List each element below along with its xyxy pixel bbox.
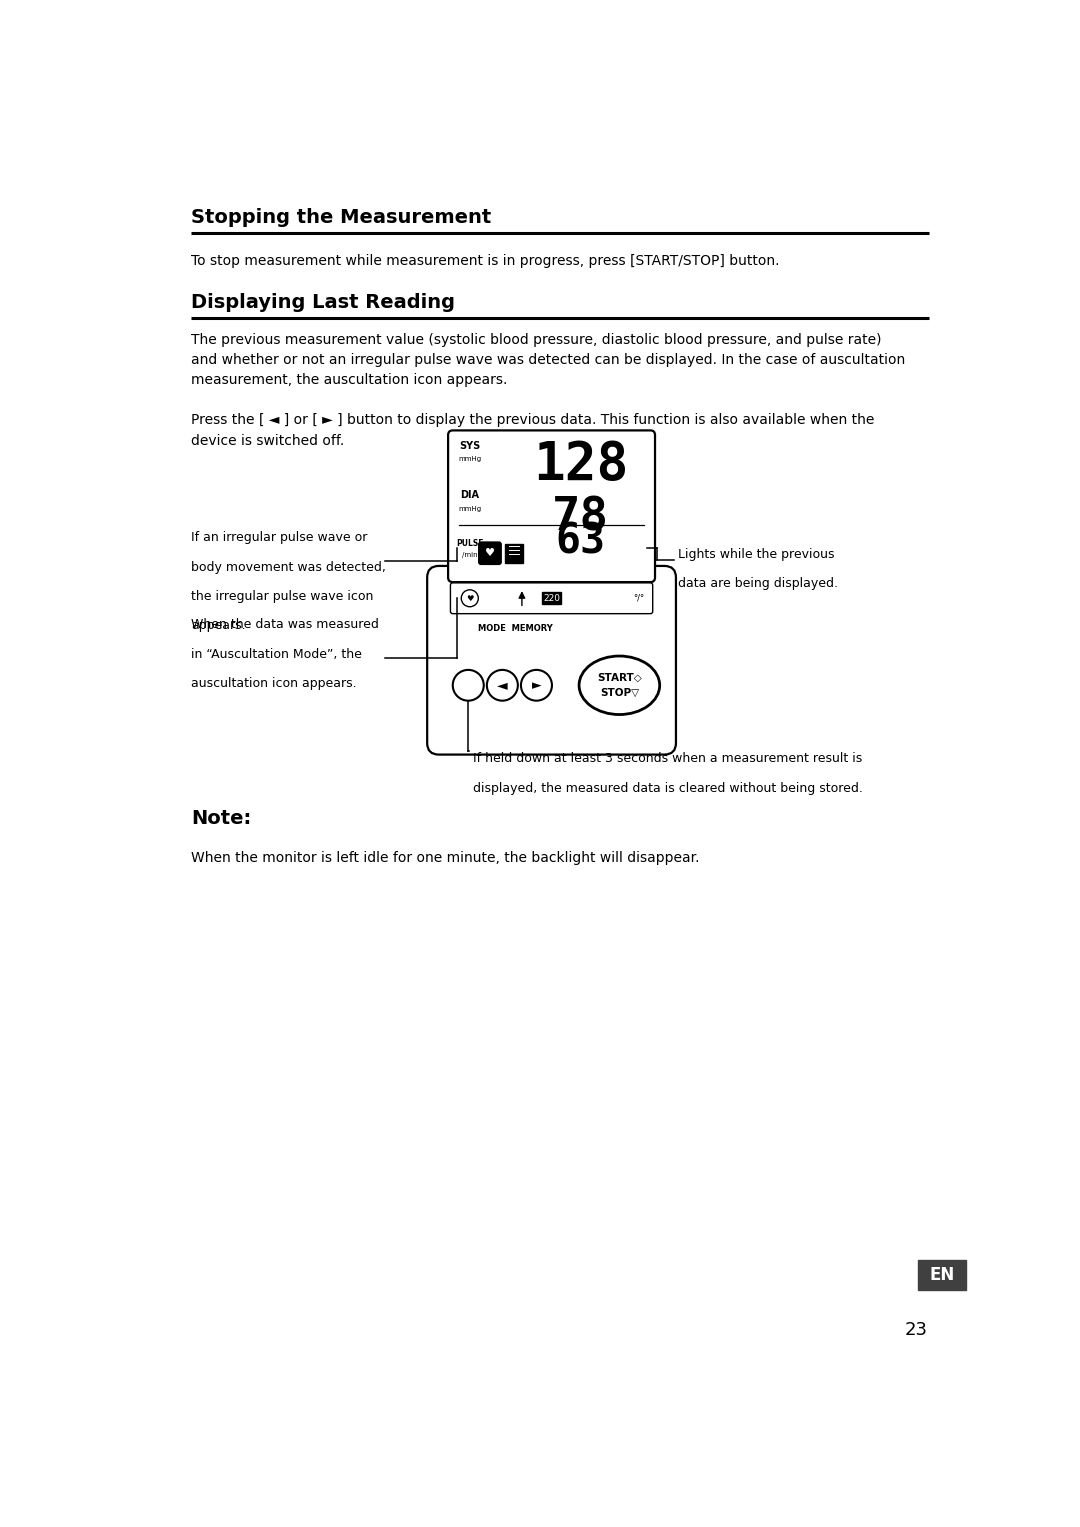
Text: ►: ► [531,680,541,692]
Text: Note:: Note: [191,809,251,828]
Text: DIA: DIA [460,490,480,501]
Text: Press the [ ◄ ] or [ ► ] button to display the previous data. This function is a: Press the [ ◄ ] or [ ► ] button to displ… [191,414,874,447]
Text: When the monitor is left idle for one minute, the backlight will disappear.: When the monitor is left idle for one mi… [191,851,700,864]
Text: ◄: ◄ [497,678,508,692]
Text: 63: 63 [555,521,606,562]
Text: SYS: SYS [459,441,481,450]
FancyBboxPatch shape [450,583,652,614]
Text: 23: 23 [905,1321,928,1339]
Circle shape [453,670,484,701]
Text: START◇: START◇ [597,672,642,683]
Text: ♥: ♥ [485,548,495,557]
Text: ♥: ♥ [467,594,473,603]
Text: the irregular pulse wave icon: the irregular pulse wave icon [191,589,374,603]
Text: Stopping the Measurement: Stopping the Measurement [191,208,491,228]
FancyBboxPatch shape [428,567,676,754]
Text: If an irregular pulse wave or: If an irregular pulse wave or [191,531,367,544]
FancyBboxPatch shape [504,544,524,563]
Text: /min: /min [462,553,477,557]
Ellipse shape [579,657,660,715]
Text: 78: 78 [552,495,609,541]
Text: If held down at least 3 seconds when a measurement result is: If held down at least 3 seconds when a m… [473,753,862,765]
Text: mmHg: mmHg [458,505,482,512]
Text: PULSE: PULSE [456,539,484,548]
Text: 128: 128 [534,438,629,490]
Text: MODE  MEMORY: MODE MEMORY [477,623,552,632]
FancyBboxPatch shape [478,542,501,565]
Text: Displaying Last Reading: Displaying Last Reading [191,293,455,312]
Text: Lights while the previous: Lights while the previous [677,548,834,562]
Text: appears.: appears. [191,618,245,632]
Text: EN: EN [929,1266,955,1284]
Text: 220: 220 [543,594,561,603]
Circle shape [521,670,552,701]
Circle shape [487,670,517,701]
Text: mmHg: mmHg [458,457,482,461]
Text: °/°: °/° [633,594,645,603]
Text: in “Auscultation Mode”, the: in “Auscultation Mode”, the [191,647,362,661]
Text: STOP▽: STOP▽ [599,689,639,698]
Text: displayed, the measured data is cleared without being stored.: displayed, the measured data is cleared … [473,782,863,794]
Text: body movement was detected,: body movement was detected, [191,560,386,574]
Text: data are being displayed.: data are being displayed. [677,577,837,591]
Bar [918,1260,966,1290]
Text: To stop measurement while measurement is in progress, press [START/STOP] button.: To stop measurement while measurement is… [191,253,780,269]
FancyBboxPatch shape [448,431,656,582]
Circle shape [461,589,478,606]
Text: The previous measurement value (systolic blood pressure, diastolic blood pressur: The previous measurement value (systolic… [191,333,905,388]
Text: When the data was measured: When the data was measured [191,618,379,631]
Text: auscultation icon appears.: auscultation icon appears. [191,676,356,690]
